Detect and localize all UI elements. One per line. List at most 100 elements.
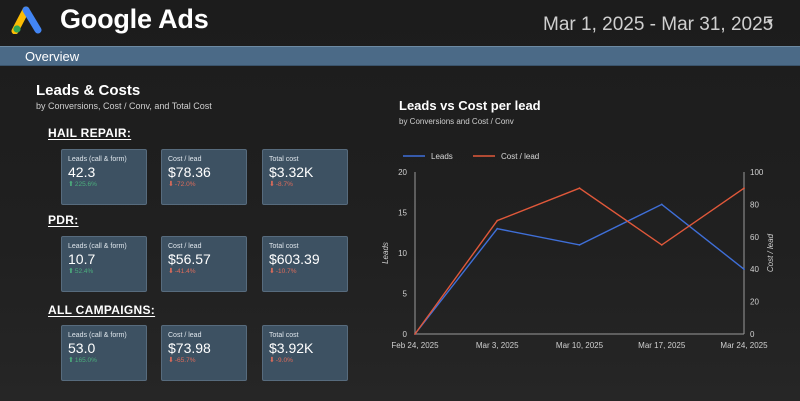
y-tick-label: 0 [403,330,408,339]
trend-arrow-icon: ⬇ [269,357,275,364]
header: Google Ads Mar 1, 2025 - Mar 31, 2025 ▼ [0,0,800,46]
metric-change: ⬆225.6% [68,180,97,188]
trend-arrow-icon: ⬆ [68,268,74,275]
metric-value: 53.0 [68,340,96,356]
metric-change-value: 225.6% [74,181,97,188]
metric-change: ⬆165.0% [68,356,97,364]
series-line-leads [414,203,745,335]
metric-change-value: -10.7% [275,268,297,275]
metric-value: $603.39 [269,251,320,267]
x-tick-label: Mar 10, 2025 [556,341,604,350]
metric-card-total-cost: Total cost $3.92K ⬇-9.0% [262,325,348,381]
x-tick-label: Mar 17, 2025 [638,341,686,350]
overview-tab-bar: Overview [0,46,800,66]
data-point [414,333,416,335]
chevron-down-icon[interactable]: ▼ [765,17,775,28]
metric-change-value: -8.7% [275,181,293,188]
metric-card-cost-per-lead: Cost / lead $78.36 ⬇-72.0% [161,149,247,205]
y2-tick-label: 40 [750,265,759,274]
metric-label: Total cost [269,156,299,163]
trend-arrow-icon: ⬇ [269,268,275,275]
metric-change-value: 165.0% [74,357,97,364]
x-tick-label: Feb 24, 2025 [391,341,439,350]
section-subtitle: by Conversions, Cost / Conv, and Total C… [36,101,212,111]
metric-card-leads: Leads (call & form) 53.0 ⬆165.0% [61,325,147,381]
data-point [660,244,663,246]
metric-card-leads: Leads (call & form) 10.7 ⬆52.4% [61,236,147,292]
series-line-cost-lead [414,187,745,335]
brand-title: Google Ads [60,4,209,34]
metric-change-value: 52.4% [74,268,94,275]
data-point [496,227,499,230]
metric-label: Leads (call & form) [68,156,127,163]
data-point [496,219,499,222]
group-label-pdr: PDR: [48,213,79,227]
data-point [743,187,745,190]
y2-tick-label: 20 [750,298,759,307]
chart-subtitle: by Conversions and Cost / Conv [399,117,514,126]
metric-card-total-cost: Total cost $3.32K ⬇-8.7% [262,149,348,205]
metric-change: ⬇-65.7% [168,356,195,364]
data-point [578,187,581,190]
group-label-hail-repair: HAIL REPAIR: [48,126,132,140]
trend-arrow-icon: ⬇ [269,181,275,188]
metric-label: Leads (call & form) [68,243,127,250]
y-tick-label: 15 [398,209,407,218]
data-point [660,203,663,206]
metric-card-leads: Leads (call & form) 42.3 ⬆225.6% [61,149,147,205]
metric-change: ⬇-9.0% [269,356,293,364]
trend-arrow-icon: ⬇ [168,268,174,275]
legend-label: Cost / lead [501,152,539,161]
metric-card-total-cost: Total cost $603.39 ⬇-10.7% [262,236,348,292]
metric-value: $73.98 [168,340,211,356]
chart-title: Leads vs Cost per lead [399,98,541,113]
y-axis-label: Leads [381,242,390,264]
metric-change: ⬆52.4% [68,267,93,275]
metric-value: 42.3 [68,164,96,180]
leads-vs-cost-line-chart: 0 5 10 15 20 0 20 40 60 80 100 Feb 24, 2025 Mar 3, 2… [381,152,775,350]
metric-change-value: -65.7% [174,357,196,364]
metric-change: ⬇-41.4% [168,267,195,275]
x-tick-label: Mar 3, 2025 [476,341,519,350]
date-range-selector[interactable]: Mar 1, 2025 - Mar 31, 2025 [543,14,774,35]
metric-change: ⬇-72.0% [168,180,195,188]
y-tick-label: 20 [398,168,407,177]
metric-label: Cost / lead [168,332,202,339]
y2-tick-label: 60 [750,233,759,242]
google-ads-logo-icon [11,6,42,34]
data-point [743,268,745,271]
metric-label: Total cost [269,332,299,339]
y2-axis-label: Cost / lead [766,233,775,272]
metric-change: ⬇-8.7% [269,180,293,188]
metric-value: $3.32K [269,164,314,180]
trend-arrow-icon: ⬇ [168,357,174,364]
y2-tick-label: 80 [750,200,759,209]
metric-value: 10.7 [68,251,96,267]
trend-arrow-icon: ⬆ [68,181,74,188]
metric-value: $78.36 [168,164,211,180]
metric-label: Total cost [269,243,299,250]
group-label-all-campaigns: ALL CAMPAIGNS: [48,303,156,317]
y2-tick-label: 0 [750,330,755,339]
y-tick-label: 10 [398,249,407,258]
x-tick-label: Mar 24, 2025 [720,341,768,350]
metric-change: ⬇-10.7% [269,267,296,275]
trend-arrow-icon: ⬆ [68,357,74,364]
metric-label: Cost / lead [168,243,202,250]
metric-value: $56.57 [168,251,211,267]
data-point [578,244,581,246]
metric-change-value: -41.4% [174,268,196,275]
y-tick-label: 5 [403,290,408,299]
metric-card-cost-per-lead: Cost / lead $73.98 ⬇-65.7% [161,325,247,381]
tab-overview[interactable]: Overview [25,49,80,64]
metric-card-cost-per-lead: Cost / lead $56.57 ⬇-41.4% [161,236,247,292]
metric-value: $3.92K [269,340,314,356]
metric-change-value: -9.0% [275,357,293,364]
metric-change-value: -72.0% [174,181,196,188]
metric-label: Leads (call & form) [68,332,127,339]
y2-tick-label: 100 [750,168,764,177]
legend-label: Leads [431,152,453,161]
section-title: Leads & Costs [36,82,141,99]
metric-label: Cost / lead [168,156,202,163]
trend-arrow-icon: ⬇ [168,181,174,188]
